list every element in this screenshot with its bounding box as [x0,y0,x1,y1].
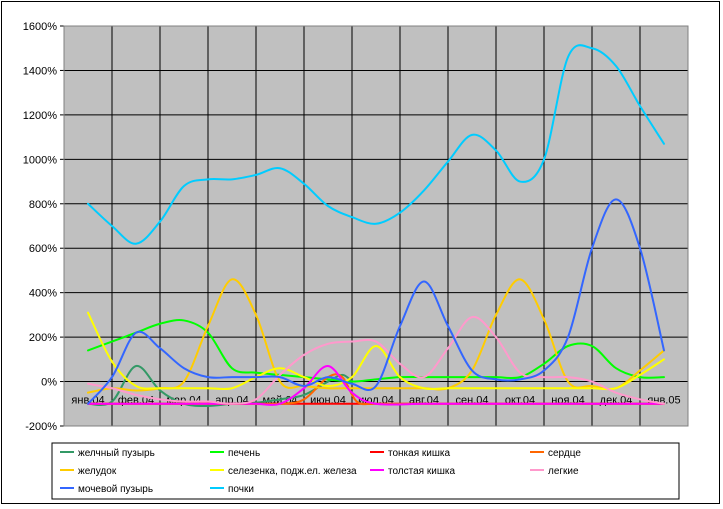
legend-label: почки [228,484,254,495]
legend-label: желчный пузырь [78,448,155,459]
series-line-8 [87,198,665,405]
legend: желчный пузырь печень тонкая кишка сердце же… [51,442,680,500]
y-tick-label: 600% [29,243,57,255]
series-line-9 [87,44,665,245]
legend-label: сердце [548,448,581,459]
y-tick-label: 1200% [23,110,57,122]
y-tick-label: 800% [29,199,57,211]
plot-border [63,25,689,427]
series-line-4 [87,278,665,394]
plot-area [64,26,688,426]
y-tick-label: -200% [25,421,57,433]
y-tick-label: 1000% [23,154,57,166]
y-tick-label: 400% [29,288,57,300]
y-tick-label: 200% [29,332,57,344]
series-line-5 [87,311,665,391]
legend-label: селезенка, подж.ел. железа [228,466,357,477]
legend-label: печень [228,448,260,459]
y-tick-label: 1400% [23,65,57,77]
y-tick-label: 0% [41,377,57,389]
legend-label: толстая кишка [388,466,455,477]
legend-label: желудок [78,466,117,477]
series-line-7 [87,316,665,405]
legend-label: тонкая кишка [388,448,450,459]
series-line-6 [87,365,665,406]
legend-box [51,442,680,500]
legend-label: легкие [548,466,579,477]
y-tick-label: 1600% [23,21,57,33]
series-lines [87,44,665,408]
series-line-1 [87,319,665,383]
legend-label: мочевой пузырь [78,484,153,495]
y-axis: -200% 0% 200% 400% 600% 800% 1000% 1200% 1400% 16… [23,21,64,433]
